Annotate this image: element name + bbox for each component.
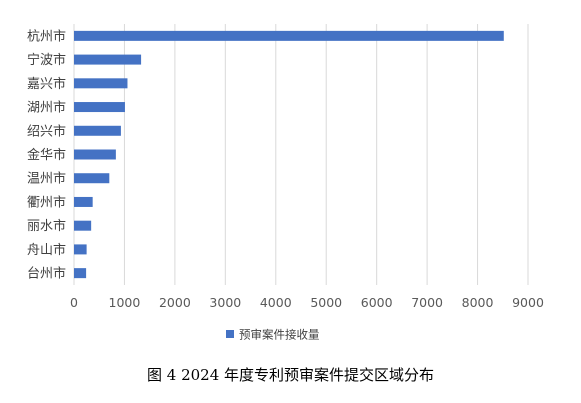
category-label: 湖州市 [27, 100, 66, 116]
x-tick-label: 5000 [310, 295, 342, 310]
bar [74, 149, 116, 160]
gridlines [73, 24, 529, 285]
bar [74, 220, 92, 231]
bar [74, 244, 87, 255]
x-tick-label: 6000 [361, 295, 393, 310]
bar [74, 173, 110, 184]
bars [74, 30, 504, 279]
legend-swatch [226, 330, 234, 338]
figure-caption: 图 4 2024 年度专利预审案件提交区域分布 [146, 366, 435, 384]
category-label: 舟山市 [27, 242, 66, 258]
category-label: 丽水市 [27, 218, 66, 234]
x-tick-label: 8000 [462, 295, 494, 310]
legend: 预审案件接收量 [226, 328, 320, 342]
category-label: 绍兴市 [27, 123, 66, 139]
x-tick-label: 0 [70, 295, 78, 310]
bar [74, 196, 93, 207]
category-label: 金华市 [27, 147, 66, 163]
x-tick-label: 4000 [260, 295, 292, 310]
legend-label: 预审案件接收量 [239, 328, 320, 342]
category-label: 温州市 [27, 171, 66, 187]
x-tick-label: 7000 [411, 295, 443, 310]
category-label: 嘉兴市 [27, 76, 66, 92]
bar [74, 268, 87, 279]
bar [74, 54, 142, 65]
bar [74, 30, 504, 41]
x-axis-ticks: 0 1000 2000 3000 4000 5000 6000 7000 8000 9000 [70, 295, 544, 310]
x-tick-label: 9000 [512, 295, 544, 310]
category-label: 衢州市 [27, 194, 66, 210]
x-tick-label: 3000 [209, 295, 241, 310]
bar [74, 78, 128, 89]
category-label: 杭州市 [27, 28, 66, 44]
x-tick-label: 1000 [109, 295, 141, 310]
category-label: 台州市 [27, 266, 66, 282]
category-label: 宁波市 [27, 52, 66, 68]
x-tick-label: 2000 [159, 295, 191, 310]
bar [74, 102, 125, 113]
bar [74, 125, 121, 136]
